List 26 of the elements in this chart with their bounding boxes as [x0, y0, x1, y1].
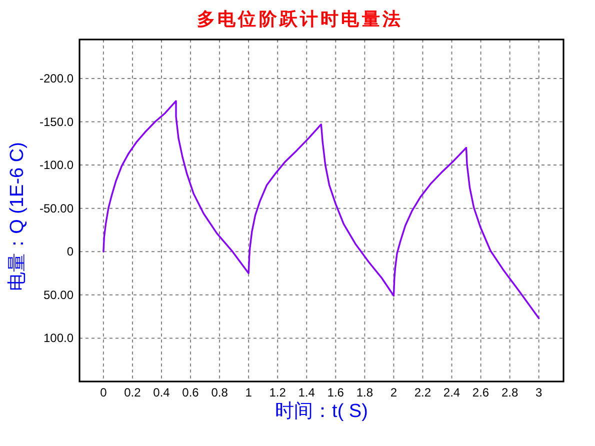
- chart-title: 多电位阶跃计时电量法: [197, 9, 403, 30]
- x-tick-label: 1.4: [298, 386, 316, 400]
- x-tick-label: 2.8: [501, 386, 518, 400]
- x-tick-label: 0: [100, 386, 108, 400]
- x-tick-label: 1.8: [356, 386, 374, 400]
- y-tick-label: 50.00: [43, 288, 74, 302]
- x-tick-label: 1.6: [327, 386, 344, 400]
- y-tick-label: 100.0: [43, 331, 74, 346]
- x-tick-label: 1: [245, 386, 252, 400]
- y-tick-label: -150.0: [39, 114, 74, 129]
- x-axis-title: 时间：t( S): [275, 401, 368, 422]
- y-tick-label: -100.0: [39, 158, 74, 172]
- y-tick-label: -200.0: [39, 71, 74, 86]
- x-tick-label: 0.2: [124, 386, 142, 400]
- y-axis-title: 电量：Q (1E-6 C): [7, 142, 28, 291]
- y-tick-label: -50.00: [39, 201, 74, 216]
- x-tick-label: 2: [390, 386, 398, 400]
- x-tick-label: 0.8: [211, 386, 228, 400]
- x-tick-label: 2.4: [443, 386, 460, 400]
- x-tick-label: 0.4: [153, 386, 170, 400]
- y-tick-label: 0: [66, 244, 74, 259]
- x-tick-label: 3: [535, 386, 542, 400]
- x-tick-label: 1.2: [269, 386, 286, 400]
- x-tick-label: 0.6: [182, 386, 200, 400]
- x-tick-label: 2.2: [414, 386, 432, 400]
- x-tick-label: 2.6: [472, 386, 490, 400]
